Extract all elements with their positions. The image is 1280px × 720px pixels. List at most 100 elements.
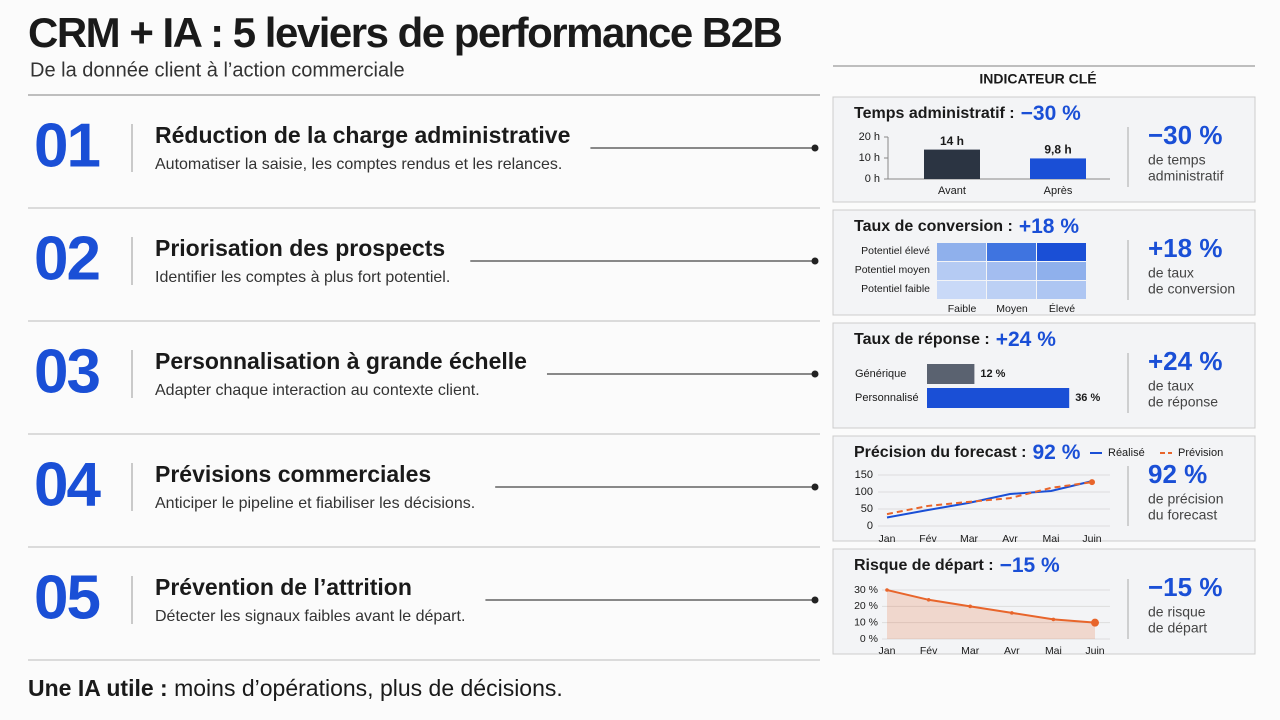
kpi-big: +18 % <box>1148 233 1222 263</box>
title: CRM + IA : 5 leviers de performance B2B <box>28 9 782 56</box>
y-tick-label: 10 % <box>854 616 878 628</box>
value-label: 36 % <box>1075 392 1100 404</box>
y-tick-label: 150 <box>855 469 873 481</box>
value-label: 12 % <box>980 368 1005 380</box>
kpi-label-text: Taux de conversion : <box>854 218 1013 235</box>
cell <box>987 281 1036 299</box>
kpi-value: +24 % <box>996 328 1056 351</box>
kpi-panel <box>832 435 1256 542</box>
x-tick-label: Jan <box>879 533 896 545</box>
kpi-big: −30 % <box>1148 120 1222 150</box>
connector-dot <box>811 257 819 265</box>
bar <box>924 149 980 179</box>
lever-description: Anticiper le pipeline et fiabiliser les … <box>155 495 475 512</box>
lever-title: Personnalisation à grande échelle <box>155 348 527 374</box>
point <box>885 588 889 592</box>
legend-label: Prévision <box>1178 447 1223 459</box>
y-tick-label: 100 <box>855 486 873 498</box>
point <box>926 598 931 602</box>
footer-bold: Une IA utile : <box>28 675 168 701</box>
row-label: Potentiel faible <box>861 283 930 295</box>
subtitle: De la donnée client à l’action commercia… <box>30 59 405 81</box>
bar <box>927 388 1070 408</box>
value-label: 14 h <box>940 134 964 148</box>
lever-title: Prévention de l’attrition <box>155 574 412 600</box>
category-label: Personnalisé <box>855 392 919 404</box>
x-tick-label: Juin <box>1085 645 1104 657</box>
column-label: Faible <box>948 303 977 315</box>
kpi-panel <box>832 548 1256 655</box>
x-tick-label: Fév <box>920 645 938 657</box>
bar <box>927 364 975 384</box>
lever-number: 03 <box>34 337 99 406</box>
legend-label: Réalisé <box>1108 447 1145 459</box>
x-tick-label: Avr <box>1004 645 1020 657</box>
cell <box>1037 281 1086 299</box>
value-label: 9,8 h <box>1044 143 1071 157</box>
bar <box>1030 158 1086 179</box>
y-tick-label: 0 <box>867 520 873 532</box>
kpi-caption: administratif <box>1148 168 1224 184</box>
connector-dot <box>811 370 819 378</box>
series-line <box>886 480 1093 519</box>
connector-dot <box>811 596 819 604</box>
kpi-label: Taux de conversion : +18 % <box>854 215 1079 238</box>
kpi-value: +18 % <box>1019 215 1079 238</box>
lever-number: 05 <box>34 563 99 632</box>
x-tick-label: Juin <box>1082 533 1101 545</box>
kpi-big: 92 % <box>1148 459 1207 489</box>
kpi-label-text: Taux de réponse : <box>854 331 990 348</box>
point <box>968 604 972 609</box>
cell <box>937 243 986 261</box>
x-tick-label: Avant <box>938 185 966 197</box>
lever-number: 02 <box>34 224 99 293</box>
y-tick-label: 20 h <box>859 131 880 143</box>
lever-description: Adapter chaque interaction au contexte c… <box>155 382 480 399</box>
y-tick-label: 20 % <box>854 600 878 612</box>
kpi-caption: de réponse <box>1148 394 1218 410</box>
cell <box>1037 262 1086 280</box>
point <box>1091 618 1099 627</box>
kpi-label-text: Risque de départ : <box>854 557 994 574</box>
connector-dot <box>811 483 819 491</box>
row-label: Potentiel moyen <box>855 264 930 276</box>
x-tick-label: Mar <box>960 533 979 545</box>
lever-description: Automatiser la saisie, les comptes rendu… <box>155 156 562 173</box>
y-tick-label: 30 % <box>854 584 878 596</box>
kpi-caption: de risque <box>1148 604 1206 620</box>
kpi-caption: de taux <box>1148 378 1194 394</box>
footer: Une IA utile : moins d’opérations, plus … <box>28 675 563 701</box>
lever-number: 04 <box>34 450 101 519</box>
kpi-caption: de précision <box>1148 491 1224 507</box>
kpi-value: 92 % <box>1033 441 1081 464</box>
lever-title: Prévisions commerciales <box>155 461 431 487</box>
row-label: Potentiel élevé <box>861 245 930 257</box>
y-tick-label: 0 % <box>860 633 878 645</box>
y-tick-label: 0 h <box>865 173 880 185</box>
panel-header: INDICATEUR CLÉ <box>979 71 1096 87</box>
kpi-label-text: Temps administratif : <box>854 105 1015 122</box>
x-tick-label: Jan <box>879 645 896 657</box>
cell <box>937 262 986 280</box>
kpi-label: Précision du forecast : 92 % <box>854 441 1081 464</box>
kpi-panel <box>832 322 1256 429</box>
cell <box>987 262 1036 280</box>
cell <box>937 281 986 299</box>
point <box>1051 617 1056 622</box>
lever-description: Détecter les signaux faibles avant le dé… <box>155 608 465 625</box>
series-line <box>886 481 1093 516</box>
lever-description: Identifier les comptes à plus fort poten… <box>155 269 450 286</box>
kpi-caption: de temps <box>1148 152 1206 168</box>
y-tick-label: 10 h <box>859 152 880 164</box>
end-marker <box>1089 479 1095 486</box>
kpi-label-text: Précision du forecast : <box>854 444 1027 461</box>
column-label: Élevé <box>1049 302 1075 315</box>
kpi-label: Risque de départ : −15 % <box>854 554 1060 577</box>
kpi-caption: du forecast <box>1148 507 1217 523</box>
x-tick-label: Mar <box>961 645 980 657</box>
kpi-value: −30 % <box>1021 102 1081 125</box>
x-tick-label: Mai <box>1045 645 1062 657</box>
x-tick-label: Fév <box>919 533 937 545</box>
